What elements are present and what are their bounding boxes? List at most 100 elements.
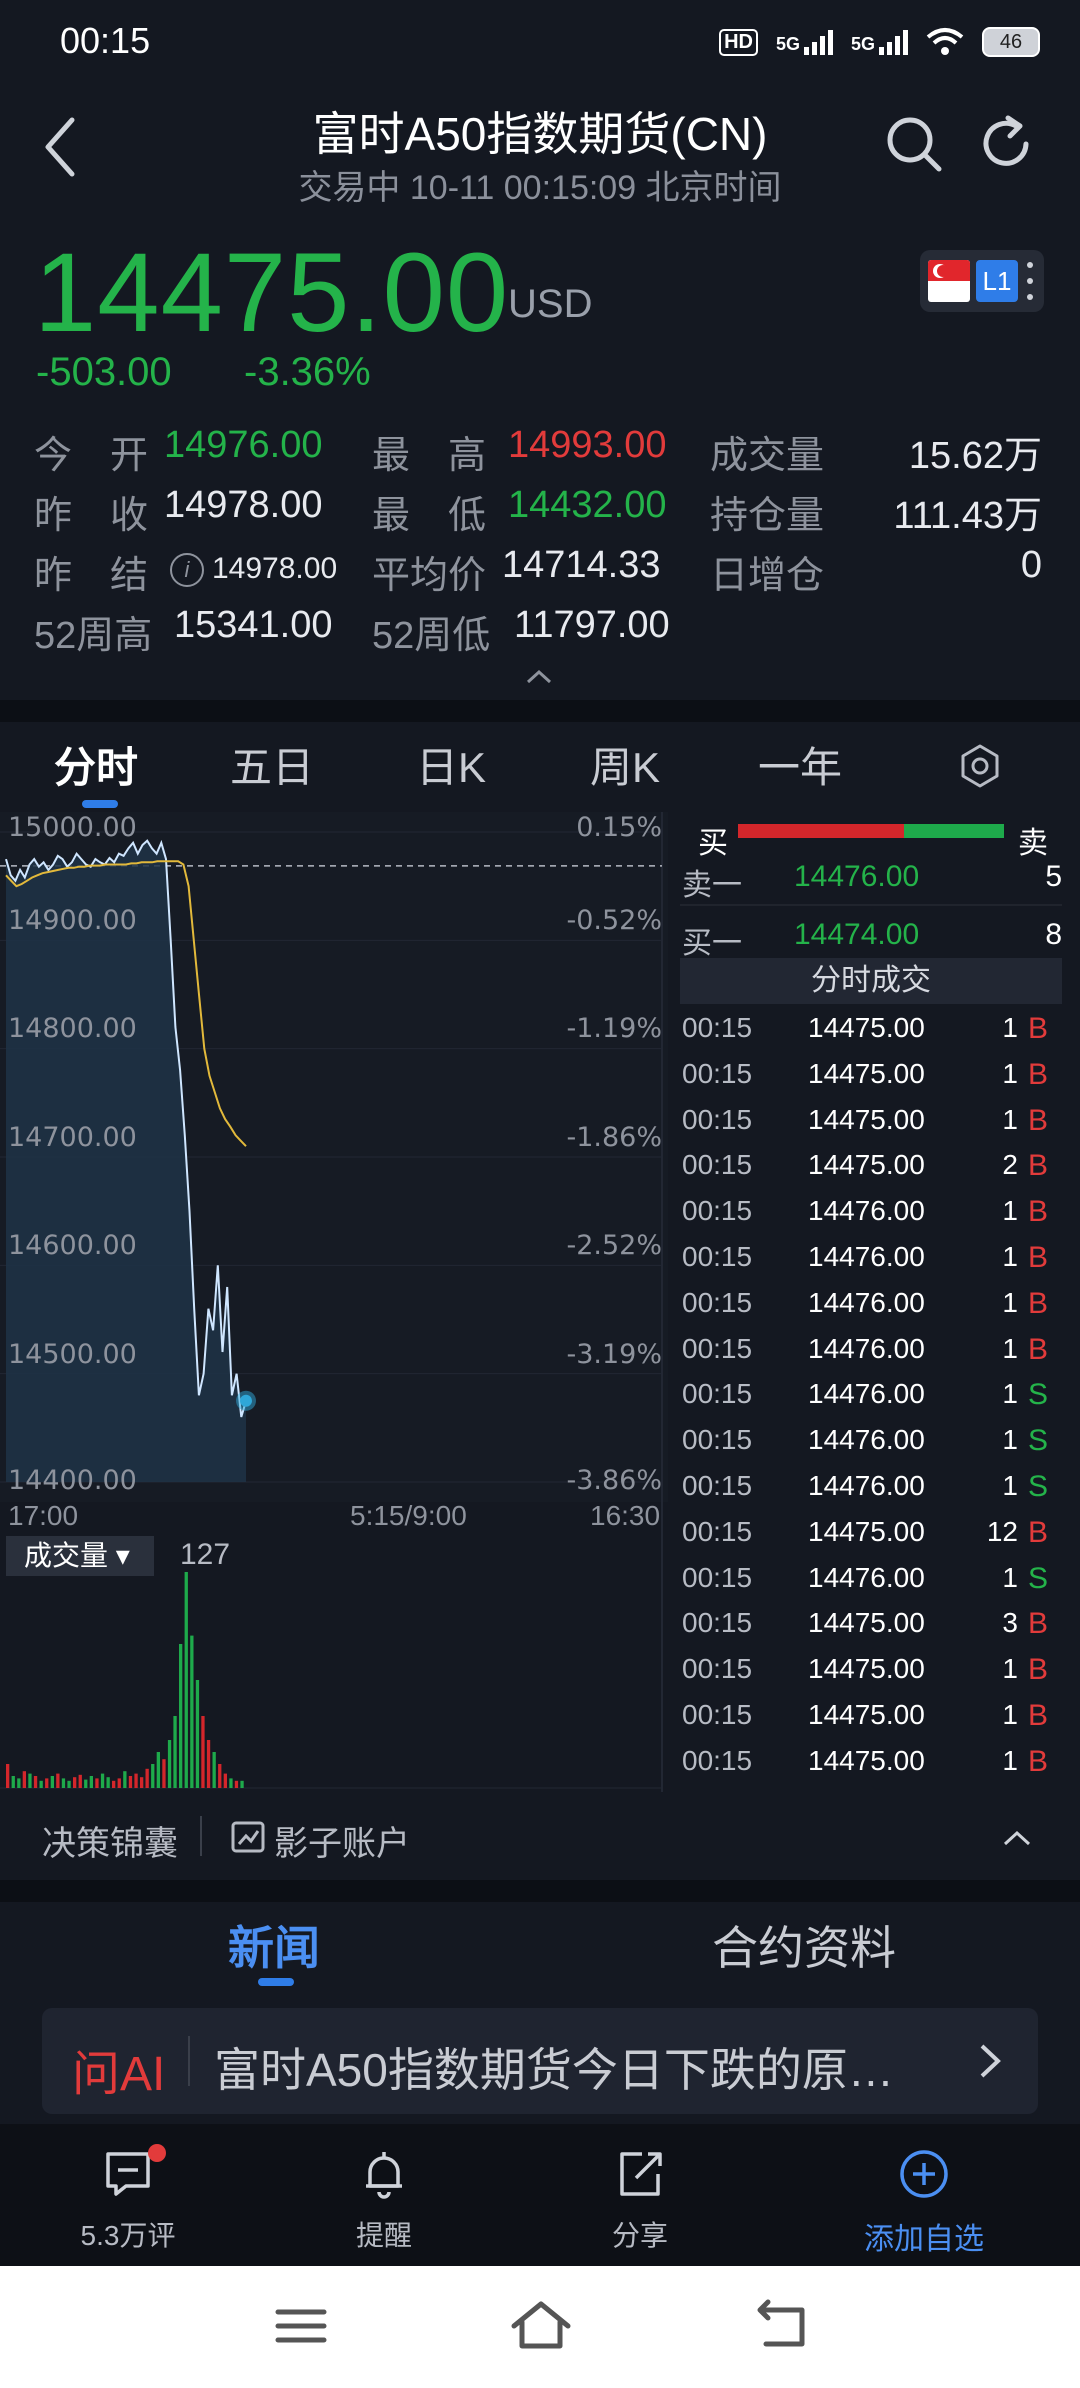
trade-side: B [1027, 1103, 1048, 1137]
volume-bar [201, 1716, 205, 1788]
trade-price: 14476.00 [808, 1332, 925, 1364]
trade-row: 00:15 14475.00 2 B [682, 1149, 1078, 1189]
menu-icon[interactable] [266, 2296, 336, 2356]
shadow-account-link[interactable]: 影子账户 [274, 1825, 410, 1863]
trading-status: 交易中 10-11 00:15:09 北京时间 [298, 169, 782, 207]
stat-prev-close: 14978.00 [164, 484, 323, 526]
volume-indicator-dropdown[interactable]: 成交量 ▾ [6, 1536, 154, 1576]
trade-side: B [1027, 1057, 1048, 1091]
trade-price: 14476.00 [808, 1561, 925, 1593]
trade-price: 14476.00 [808, 1241, 925, 1272]
trade-time: 00:15 [682, 1149, 753, 1181]
back-button[interactable] [36, 112, 86, 182]
stat-volume: 15.62万 [908, 435, 1042, 477]
stat-oi: 111.43万 [893, 495, 1042, 537]
trade-qty: 1 [1002, 1424, 1018, 1456]
stat-low-label: 最 低 [372, 495, 487, 537]
volume-bar [184, 1572, 188, 1788]
status-bar: 00:15 HD 5G 5G 46 [0, 0, 1080, 80]
trade-time: 00:15 [682, 1332, 753, 1364]
home-icon[interactable] [506, 2296, 576, 2356]
add-watchlist-button[interactable]: 添加自选 [834, 2124, 1014, 2266]
info-icon[interactable]: i [170, 553, 204, 587]
trade-time: 00:15 [682, 1424, 753, 1456]
stat-high-label: 最 高 [372, 435, 487, 477]
stat-52w-high-label: 52周高 [34, 615, 153, 657]
comments-button[interactable]: 5.3万评 [38, 2124, 218, 2266]
trade-time: 00:15 [682, 1103, 753, 1135]
ask-label: 卖一 [682, 869, 742, 902]
market-badge[interactable]: L1 [920, 250, 1044, 312]
trade-time: 00:15 [682, 1378, 753, 1410]
trade-price: 14476.00 [808, 1286, 925, 1318]
volume-bar [179, 1644, 183, 1788]
bid-qty: 8 [1045, 918, 1062, 951]
tab-daily-k[interactable]: 日K [416, 744, 487, 791]
volume-bar [45, 1778, 49, 1788]
stat-avg: 14714.33 [502, 544, 661, 586]
stat-low: 14432.00 [508, 484, 667, 526]
tab-weekly-k[interactable]: 周K [590, 744, 661, 791]
currency: USD [508, 282, 593, 326]
tab-news[interactable]: 新闻 [228, 1922, 320, 1974]
trade-price: 14475.00 [808, 1057, 925, 1089]
collapse-stats-icon[interactable] [522, 666, 556, 686]
tab-intraday[interactable]: 分时 [54, 744, 139, 791]
trade-row: 00:15 14475.00 1 B [682, 1653, 1078, 1693]
trade-time: 00:15 [682, 1515, 753, 1547]
volume-bar [112, 1780, 116, 1788]
more-icon[interactable] [1024, 260, 1036, 302]
trade-time: 00:15 [682, 1286, 753, 1318]
trade-side: B [1027, 1195, 1048, 1229]
volume-bar [229, 1778, 233, 1788]
trade-side: B [1027, 1744, 1048, 1778]
chevron-right-icon [980, 2044, 1001, 2078]
trade-qty: 3 [1002, 1607, 1018, 1639]
collapse-tools-icon[interactable] [1000, 1828, 1034, 1848]
sell-label: 卖 [1018, 827, 1048, 860]
trade-side: B [1027, 1332, 1048, 1366]
y-tick: 14800.00 [8, 1013, 137, 1044]
volume-bar [22, 1771, 26, 1788]
tab-five-day[interactable]: 五日 [230, 744, 315, 791]
y-tick: 14500.00 [8, 1339, 137, 1370]
bell-icon [366, 2152, 402, 2199]
comment-icon [106, 2152, 150, 2196]
tab-one-year[interactable]: 一年 [758, 744, 843, 791]
volume-bar [50, 1776, 54, 1788]
trade-price: 14476.00 [808, 1195, 925, 1227]
comments-label: 5.3万评 [80, 2220, 176, 2251]
bid-label: 买一 [682, 927, 742, 960]
pct-tick: -1.86% [566, 1122, 662, 1153]
pct-tick: 0.15% [576, 812, 662, 843]
volume-bar [145, 1768, 149, 1788]
share-button[interactable]: 分享 [550, 2124, 730, 2266]
volume-bar [234, 1780, 239, 1788]
decision-tools-link[interactable]: 决策锦囊 [42, 1825, 178, 1863]
shadow-account-icon [231, 1821, 265, 1853]
ask-ai-label: 问AI [72, 2048, 166, 2101]
notification-dot [148, 2144, 166, 2162]
volume-bar [17, 1778, 21, 1788]
trade-qty: 1 [1002, 1378, 1018, 1410]
trade-price: 14476.00 [808, 1424, 925, 1456]
volume-bar [156, 1752, 160, 1788]
trade-side: S [1027, 1470, 1048, 1503]
trade-price: 14475.00 [808, 1515, 925, 1547]
trade-time: 00:15 [682, 1012, 753, 1043]
alert-button[interactable]: 提醒 [294, 2124, 474, 2266]
search-button[interactable] [884, 114, 944, 174]
trade-qty: 2 [1002, 1149, 1018, 1181]
volume-bar [6, 1764, 10, 1788]
signal-5g-icon: 5G [776, 29, 833, 55]
chart-settings-icon[interactable] [956, 742, 1004, 790]
stat-high: 14993.00 [508, 424, 667, 466]
refresh-button[interactable] [976, 114, 1036, 174]
trade-row: 00:15 14475.00 1 B [682, 1012, 1078, 1052]
intraday-chart[interactable] [0, 812, 668, 1792]
back-nav-icon[interactable] [746, 2296, 816, 2356]
tab-contract-info[interactable]: 合约资料 [712, 1922, 896, 1974]
ask-ai-bar[interactable]: 问AI 富时A50指数期货今日下跌的原… [42, 2008, 1038, 2114]
volume-bar [240, 1780, 244, 1788]
signal-5g-icon-2: 5G [851, 29, 908, 55]
